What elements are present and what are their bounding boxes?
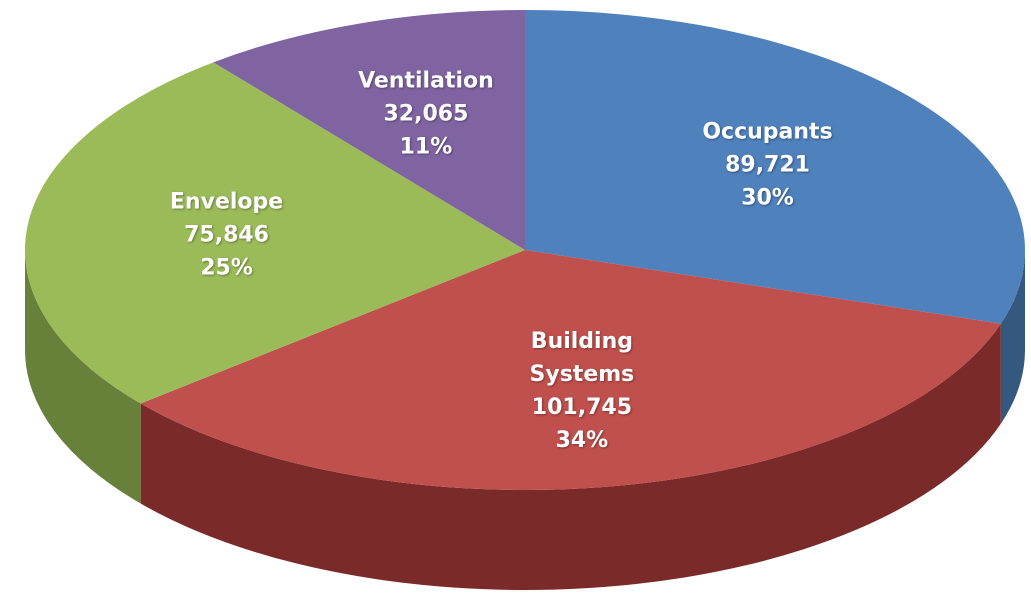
slice-name: Envelope	[169, 189, 284, 215]
slice-label: Envelope 75,846 25%	[147, 186, 307, 285]
slice	[24, 62, 526, 404]
slice-percent: 34%	[555, 428, 609, 454]
slice-label: Building Systems 101,745 34%	[502, 325, 662, 457]
slice-name: Building Systems	[529, 329, 635, 388]
slice-side	[140, 323, 1001, 591]
slice	[213, 10, 525, 250]
slice-value: 32,065	[383, 101, 469, 127]
slice-percent: 30%	[741, 185, 794, 211]
slice-percent: 11%	[399, 134, 453, 160]
slice-label: Occupants 89,721 30%	[688, 116, 848, 215]
slice-value: 75,846	[184, 222, 269, 248]
slice-value: 89,721	[725, 152, 810, 178]
slice-name: Occupants	[702, 119, 833, 145]
slice	[525, 10, 1026, 324]
slice-side	[24, 250, 141, 504]
slice-percent: 25%	[200, 255, 253, 281]
slice-side	[1000, 250, 1025, 424]
slice-name: Ventilation	[358, 68, 494, 94]
slice-value: 101,745	[531, 395, 632, 421]
slice	[140, 250, 1001, 491]
slice-label: Ventilation 32,065 11%	[346, 65, 506, 164]
